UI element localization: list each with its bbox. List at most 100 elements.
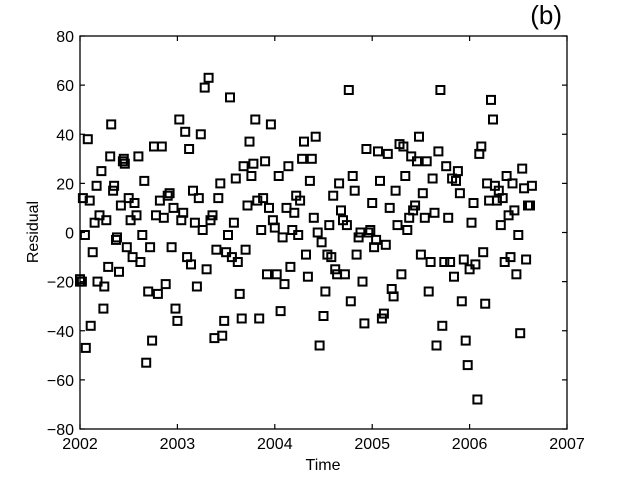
data-point (513, 230, 524, 240)
y-tick-label: −20 (47, 275, 74, 292)
data-point (156, 141, 167, 152)
data-point (106, 119, 117, 130)
data-point (451, 175, 461, 186)
data-point (398, 141, 409, 152)
data-point (417, 188, 428, 199)
data-point (336, 205, 346, 216)
data-point (320, 286, 331, 297)
data-point (215, 178, 226, 189)
x-tick-label: 2003 (160, 436, 196, 453)
data-point (373, 146, 383, 157)
data-point (347, 171, 358, 181)
data-point (96, 166, 107, 177)
data-point (505, 252, 516, 263)
data-point (244, 136, 255, 147)
y-tick-label: −40 (47, 324, 74, 341)
data-point (511, 269, 522, 280)
panel-label: (b) (530, 0, 562, 30)
data-point (365, 225, 376, 235)
data-point (170, 303, 181, 314)
data-point (312, 227, 323, 238)
data-point (301, 249, 311, 260)
data-point (299, 136, 309, 147)
y-tick-label: 0 (65, 226, 74, 243)
data-point (152, 288, 163, 299)
data-point (361, 144, 372, 154)
data-point (265, 119, 276, 130)
data-point (304, 175, 315, 186)
data-point (421, 156, 432, 167)
data-point (402, 225, 413, 235)
data-point (164, 188, 175, 199)
data-point (228, 217, 239, 228)
data-point (478, 247, 489, 258)
data-point (468, 198, 479, 208)
data-point (326, 252, 337, 263)
y-tick-label: 20 (56, 176, 74, 193)
data-point (188, 185, 198, 196)
data-point (359, 318, 370, 329)
x-tick-label: 2006 (452, 436, 488, 453)
x-axis-label: Time (306, 457, 341, 474)
x-tick-label: 2004 (257, 436, 293, 453)
data-point (275, 306, 286, 317)
data-point (425, 257, 436, 267)
data-point (371, 234, 382, 245)
data-point (189, 217, 200, 228)
data-point (250, 114, 261, 125)
data-point (103, 261, 114, 272)
data-point (380, 239, 391, 250)
data-point (166, 242, 177, 253)
data-point (308, 212, 319, 223)
data-point (435, 85, 446, 95)
data-point (234, 288, 245, 299)
data-point (80, 342, 91, 353)
data-point (191, 281, 202, 292)
data-point (193, 193, 204, 204)
data-point (289, 207, 300, 218)
data-point (501, 171, 512, 181)
data-point (410, 200, 421, 211)
data-point (112, 232, 122, 243)
data-point (174, 114, 185, 125)
data-point (91, 180, 102, 191)
data-point (279, 279, 290, 290)
x-tick-label: 2007 (549, 436, 585, 453)
data-point (230, 173, 241, 184)
data-point (101, 215, 112, 226)
data-point (240, 244, 251, 255)
data-point (367, 198, 378, 208)
x-axis-ticks: 2002 2003 2004 2005 2006 2007 (62, 36, 585, 453)
data-point (172, 315, 183, 326)
data-point (129, 198, 140, 208)
data-point (400, 171, 411, 181)
data-point (211, 244, 222, 255)
data-point (491, 195, 502, 206)
data-point (246, 171, 257, 181)
data-point (466, 217, 477, 228)
data-point (131, 210, 142, 221)
data-point (334, 178, 345, 189)
data-point (431, 340, 442, 351)
data-point (439, 257, 450, 267)
data-point (114, 266, 124, 277)
data-point (310, 131, 321, 142)
data-point (351, 249, 362, 260)
data-point (297, 153, 308, 164)
data-point (452, 166, 463, 177)
data-point (217, 330, 228, 341)
data-point (258, 193, 269, 204)
data-point (495, 220, 506, 231)
y-axis-ticks: −80 −60 −40 −20 0 20 40 60 80 (47, 29, 567, 439)
data-point (269, 222, 280, 233)
data-point (497, 193, 508, 204)
y-axis-label: Residual (25, 201, 42, 263)
data-point (441, 161, 452, 172)
data-point (526, 180, 537, 191)
data-point (433, 146, 444, 157)
data-point (515, 328, 526, 339)
y-tick-label: −80 (47, 422, 74, 439)
data-point (158, 212, 169, 223)
data-point (318, 311, 329, 321)
